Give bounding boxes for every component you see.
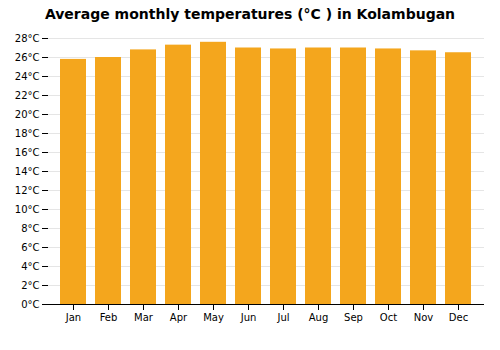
svg-text:Feb: Feb bbox=[100, 312, 118, 323]
svg-text:4°C: 4°C bbox=[21, 261, 39, 272]
svg-text:10°C: 10°C bbox=[15, 204, 40, 215]
svg-text:Aug: Aug bbox=[309, 312, 329, 323]
svg-text:24°C: 24°C bbox=[15, 71, 40, 82]
svg-text:28°C: 28°C bbox=[15, 33, 40, 44]
svg-text:Dec: Dec bbox=[449, 312, 468, 323]
html-text:Average monthly temperatures (: Average monthly temperatures (°C ) in Ko… bbox=[44, 6, 456, 22]
svg-text:Oct: Oct bbox=[380, 312, 397, 323]
svg-text:Sep: Sep bbox=[344, 312, 363, 323]
svg-text:Nov: Nov bbox=[414, 312, 434, 323]
svg-text:20°C: 20°C bbox=[15, 109, 40, 120]
svg-text:Mar: Mar bbox=[134, 312, 154, 323]
svg-text:8°C: 8°C bbox=[21, 223, 39, 234]
svg-text:18°C: 18°C bbox=[15, 128, 40, 139]
svg-text:6°C: 6°C bbox=[21, 242, 39, 253]
svg-text:2°C: 2°C bbox=[21, 280, 39, 291]
svg-text:0°C: 0°C bbox=[21, 299, 39, 310]
svg-text:14°C: 14°C bbox=[15, 166, 40, 177]
svg-text:22°C: 22°C bbox=[15, 90, 40, 101]
svg-text:Apr: Apr bbox=[170, 312, 188, 323]
svg-text:26°C: 26°C bbox=[15, 52, 40, 63]
svg-text:Jul: Jul bbox=[276, 312, 289, 323]
svg-text:May: May bbox=[203, 312, 224, 323]
svg-text:12°C: 12°C bbox=[15, 185, 40, 196]
svg-text:Jan: Jan bbox=[65, 312, 81, 323]
svg-text:Jun: Jun bbox=[240, 312, 257, 323]
svg-text:16°C: 16°C bbox=[15, 147, 40, 158]
